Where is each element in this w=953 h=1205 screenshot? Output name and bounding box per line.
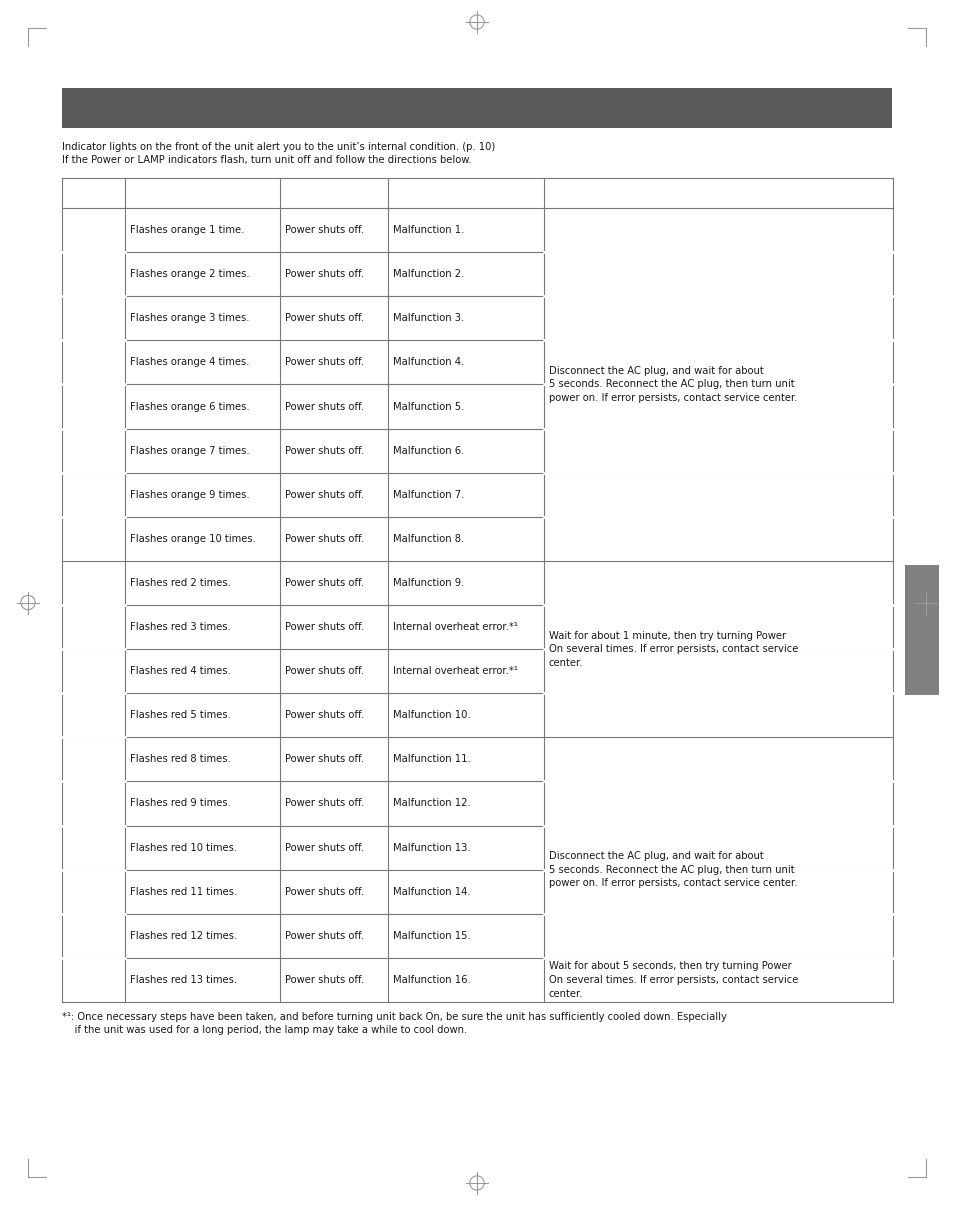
Text: Malfunction 14.: Malfunction 14. — [393, 887, 470, 897]
Text: Power shuts off.: Power shuts off. — [285, 578, 364, 588]
Text: Disconnect the AC plug, and wait for about
5 seconds. Reconnect the AC plug, the: Disconnect the AC plug, and wait for abo… — [548, 366, 797, 402]
Text: Flashes red 8 times.: Flashes red 8 times. — [130, 754, 231, 764]
Text: Power shuts off.: Power shuts off. — [285, 358, 364, 368]
Text: Flashes red 5 times.: Flashes red 5 times. — [130, 710, 231, 721]
Text: Malfunction 2.: Malfunction 2. — [393, 269, 464, 280]
Text: Power shuts off.: Power shuts off. — [285, 401, 364, 411]
Text: Malfunction 10.: Malfunction 10. — [393, 710, 470, 721]
Text: Flashes orange 4 times.: Flashes orange 4 times. — [130, 358, 250, 368]
Text: Power shuts off.: Power shuts off. — [285, 842, 364, 853]
Text: Power shuts off.: Power shuts off. — [285, 710, 364, 721]
Text: Flashes red 4 times.: Flashes red 4 times. — [130, 666, 231, 676]
Text: Malfunction 11.: Malfunction 11. — [393, 754, 470, 764]
Text: Flashes red 13 times.: Flashes red 13 times. — [130, 975, 237, 984]
Text: Malfunction 1.: Malfunction 1. — [393, 225, 464, 235]
Text: *¹: Once necessary steps have been taken, and before turning unit back On, be su: *¹: Once necessary steps have been taken… — [62, 1012, 726, 1022]
Text: Power shuts off.: Power shuts off. — [285, 269, 364, 280]
Text: Power shuts off.: Power shuts off. — [285, 930, 364, 941]
Text: Power shuts off.: Power shuts off. — [285, 975, 364, 984]
Text: Power shuts off.: Power shuts off. — [285, 799, 364, 809]
Text: Flashes orange 6 times.: Flashes orange 6 times. — [130, 401, 250, 411]
Text: Disconnect the AC plug, and wait for about
5 seconds. Reconnect the AC plug, the: Disconnect the AC plug, and wait for abo… — [548, 851, 797, 888]
Text: Power shuts off.: Power shuts off. — [285, 489, 364, 500]
Text: Power shuts off.: Power shuts off. — [285, 446, 364, 455]
Text: Power shuts off.: Power shuts off. — [285, 225, 364, 235]
Text: If the Power or LAMP indicators flash, turn unit off and follow the directions b: If the Power or LAMP indicators flash, t… — [62, 155, 471, 165]
Text: Flashes red 3 times.: Flashes red 3 times. — [130, 622, 231, 633]
Text: if the unit was used for a long period, the lamp may take a while to cool down.: if the unit was used for a long period, … — [62, 1025, 467, 1035]
Text: Wait for about 1 minute, then try turning Power
On several times. If error persi: Wait for about 1 minute, then try turnin… — [548, 630, 798, 668]
Text: Malfunction 8.: Malfunction 8. — [393, 534, 464, 543]
Text: Flashes orange 10 times.: Flashes orange 10 times. — [130, 534, 255, 543]
Text: Malfunction 3.: Malfunction 3. — [393, 313, 464, 323]
Text: Flashes red 10 times.: Flashes red 10 times. — [130, 842, 237, 853]
Text: Power shuts off.: Power shuts off. — [285, 887, 364, 897]
Text: Flashes red 9 times.: Flashes red 9 times. — [130, 799, 231, 809]
Text: Wait for about 5 seconds, then try turning Power
On several times. If error pers: Wait for about 5 seconds, then try turni… — [548, 962, 798, 999]
Text: Malfunction 4.: Malfunction 4. — [393, 358, 464, 368]
Text: Malfunction 16.: Malfunction 16. — [393, 975, 470, 984]
Text: Power shuts off.: Power shuts off. — [285, 754, 364, 764]
Text: Internal overheat error.*¹: Internal overheat error.*¹ — [393, 666, 517, 676]
Text: Flashes orange 7 times.: Flashes orange 7 times. — [130, 446, 250, 455]
Text: Malfunction 9.: Malfunction 9. — [393, 578, 464, 588]
Text: Power shuts off.: Power shuts off. — [285, 666, 364, 676]
Text: Flashes orange 2 times.: Flashes orange 2 times. — [130, 269, 250, 280]
Bar — [62, 88, 891, 128]
Text: Flashes red 12 times.: Flashes red 12 times. — [130, 930, 237, 941]
Text: Flashes orange 9 times.: Flashes orange 9 times. — [130, 489, 250, 500]
Text: Malfunction 13.: Malfunction 13. — [393, 842, 470, 853]
Text: Malfunction 7.: Malfunction 7. — [393, 489, 464, 500]
Text: Flashes red 11 times.: Flashes red 11 times. — [130, 887, 237, 897]
Text: Power shuts off.: Power shuts off. — [285, 622, 364, 633]
Text: Malfunction 15.: Malfunction 15. — [393, 930, 470, 941]
Text: Flashes orange 3 times.: Flashes orange 3 times. — [130, 313, 250, 323]
Text: Flashes orange 1 time.: Flashes orange 1 time. — [130, 225, 244, 235]
Text: Malfunction 12.: Malfunction 12. — [393, 799, 470, 809]
Text: Flashes red 2 times.: Flashes red 2 times. — [130, 578, 231, 588]
Text: Power shuts off.: Power shuts off. — [285, 534, 364, 543]
Text: Malfunction 5.: Malfunction 5. — [393, 401, 464, 411]
Text: Internal overheat error.*¹: Internal overheat error.*¹ — [393, 622, 517, 633]
Text: Power shuts off.: Power shuts off. — [285, 313, 364, 323]
Bar — [904, 565, 938, 695]
Text: Malfunction 6.: Malfunction 6. — [393, 446, 464, 455]
Text: Indicator lights on the front of the unit alert you to the unit’s internal condi: Indicator lights on the front of the uni… — [62, 142, 495, 152]
